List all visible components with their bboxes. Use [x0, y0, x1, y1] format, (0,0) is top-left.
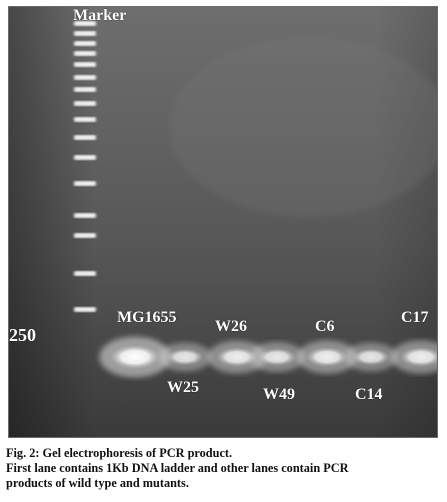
gel-image: Marker 250 MG1655 W25 W26 W49 C6 C14 C17 — [8, 6, 438, 438]
pcr-band — [216, 347, 258, 367]
figure-caption: Fig. 2: Gel electrophoresis of PCR produ… — [6, 446, 442, 491]
pcr-bands — [99, 336, 437, 378]
pcr-band — [352, 348, 390, 366]
gel-haze — [169, 37, 437, 217]
dna-ladder — [74, 21, 96, 312]
ladder-band — [74, 135, 96, 140]
ladder-band — [74, 87, 96, 92]
pcr-band — [109, 345, 161, 369]
pcr-band — [166, 348, 204, 366]
ladder-band — [74, 233, 96, 238]
lane-label-w49: W49 — [263, 386, 295, 403]
size-250-label: 250 — [9, 325, 36, 345]
lane-label-c17: C17 — [401, 309, 429, 326]
ladder-band — [74, 213, 96, 218]
caption-line-1: First lane contains 1Kb DNA ladder and o… — [6, 461, 349, 475]
ladder-band — [74, 41, 96, 46]
gel-photo — [9, 7, 437, 437]
ladder-band — [74, 181, 96, 186]
caption-line-2: products of wild type and mutants. — [6, 476, 189, 490]
ladder-band — [74, 21, 96, 26]
lane-label-w25: W25 — [167, 379, 199, 396]
ladder-band — [74, 307, 96, 312]
ladder-band — [74, 271, 96, 276]
pcr-band — [305, 347, 349, 367]
lane-label-c14: C14 — [355, 386, 383, 403]
ladder-band — [74, 101, 96, 106]
lane-label-mg1655: MG1655 — [117, 309, 177, 326]
marker-label: Marker — [73, 7, 127, 24]
ladder-band — [74, 117, 96, 122]
ladder-band — [74, 75, 96, 80]
pcr-band — [399, 347, 437, 367]
ladder-band — [74, 62, 96, 67]
caption-title: Fig. 2: Gel electrophoresis of PCR produ… — [6, 446, 233, 460]
lane-label-c6: C6 — [315, 318, 335, 335]
pcr-band — [257, 348, 297, 366]
ladder-band — [74, 155, 96, 160]
lane-label-w26: W26 — [215, 318, 247, 335]
ladder-band — [74, 31, 96, 36]
ladder-band — [74, 51, 96, 56]
